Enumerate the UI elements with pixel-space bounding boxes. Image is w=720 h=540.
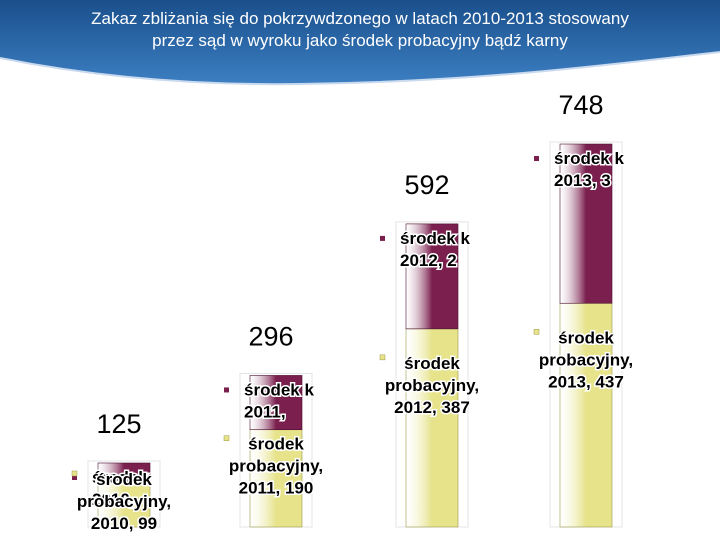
label-karny-2011-1: 2011,	[244, 402, 286, 421]
label-karny-2012-0: środek k	[400, 229, 470, 248]
marker-karny-2011	[224, 387, 229, 393]
chart-title-line-1: Zakaz zbliżania się do pokrzywdzonego w …	[91, 9, 629, 28]
bar-probacyjny-2013	[559, 302, 613, 528]
label-probacyjny-2011-2: 2011, 190	[239, 479, 314, 498]
total-label-2010: 125	[96, 409, 141, 439]
marker-probacyjny-2010	[71, 470, 78, 477]
label-karny-2013-1: 2013, 3	[554, 171, 611, 190]
label-probacyjny-2010-0: środek	[96, 470, 152, 489]
title-banner: Zakaz zbliżania się do pokrzywdzonego w …	[0, 0, 720, 88]
label-probacyjny-2010-2: 2010, 99	[91, 514, 157, 533]
label-karny-2010-1: 2010,	[92, 490, 135, 509]
bar-probacyjny-2012	[405, 328, 459, 528]
marker-probacyjny-2011	[223, 435, 230, 441]
bar-probacyjny-2011	[249, 429, 303, 528]
marker-karny-2010	[72, 475, 77, 480]
chart-title-line-2: przez sąd w wyroku jako środek probacyjn…	[152, 31, 568, 50]
label-probacyjny-2012-2: 2012, 387	[394, 398, 470, 417]
bar-probacyjny-2010	[97, 476, 151, 528]
label-probacyjny-2013-0: środek	[558, 328, 614, 347]
label-probacyjny-2011-0: środek	[248, 435, 304, 454]
bar-karny-2012	[405, 223, 459, 330]
marker-karny-2012	[380, 235, 385, 241]
label-probacyjny-2013-1: probacyjny,	[539, 350, 633, 369]
label-probacyjny-2011-1: probacyjny,	[229, 457, 323, 476]
label-karny-2010-0: środek	[92, 468, 148, 487]
title-banner-background	[0, 0, 720, 86]
marker-karny-2013	[534, 156, 539, 162]
marker-probacyjny-2012	[379, 354, 386, 361]
total-label-2013: 748	[558, 90, 603, 120]
total-label-2011: 296	[248, 321, 293, 351]
marker-probacyjny-2013	[533, 329, 540, 335]
label-karny-2012-1: 2012, 2	[400, 251, 457, 270]
bar-karny-2013	[559, 143, 613, 304]
label-karny-2013-0: środek k	[554, 149, 624, 168]
bar-karny-2010	[97, 462, 151, 477]
label-probacyjny-2012-1: probacyjny,	[385, 376, 479, 395]
total-label-2012: 592	[404, 170, 449, 200]
chart-title: Zakaz zbliżania się do pokrzywdzonego w …	[0, 8, 720, 52]
label-probacyjny-2013-2: 2013, 437	[548, 372, 624, 391]
label-probacyjny-2010-1: probacyjny,	[77, 492, 171, 511]
label-karny-2011-0: środek k	[244, 380, 314, 399]
label-probacyjny-2012-0: środek	[404, 354, 460, 373]
bar-karny-2011	[249, 375, 303, 431]
